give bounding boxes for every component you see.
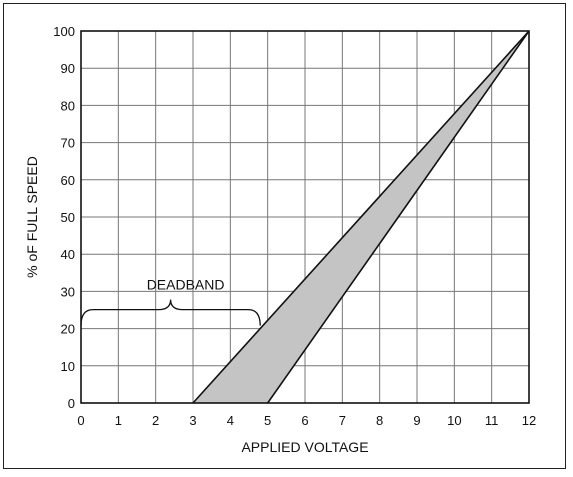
x-tick-label-9: 9	[413, 413, 420, 428]
y-tick-label-100: 100	[53, 24, 75, 39]
y-tick-label-60: 60	[61, 173, 75, 188]
deadband-brace	[80, 299, 261, 326]
x-tick-labels: 0 1 2 3 4 5 6 7 8 9 10 11 12	[77, 413, 536, 428]
x-tick-label-4: 4	[227, 413, 234, 428]
y-tick-label-30: 30	[61, 284, 75, 299]
x-tick-label-6: 6	[301, 413, 308, 428]
y-tick-label-10: 10	[61, 359, 75, 374]
x-tick-label-0: 0	[77, 413, 84, 428]
series-line-2	[267, 30, 530, 404]
y-tick-label-70: 70	[61, 136, 75, 151]
x-tick-label-11: 11	[485, 413, 499, 428]
y-tick-labels: 0 10 20 30 40 50 60 70 80 90 100	[53, 24, 75, 411]
x-tick-label-1: 1	[115, 413, 122, 428]
deadband-label: DEADBAND	[147, 277, 225, 293]
chart-frame	[3, 3, 566, 469]
x-tick-label-7: 7	[339, 413, 346, 428]
y-tick-label-20: 20	[61, 322, 75, 337]
x-tick-label-3: 3	[189, 413, 196, 428]
x-tick-label-10: 10	[447, 413, 461, 428]
deadband-annotation: DEADBAND	[80, 277, 261, 326]
x-tick-label-12: 12	[522, 413, 536, 428]
x-tick-label-2: 2	[152, 413, 159, 428]
y-tick-label-50: 50	[61, 210, 75, 225]
y-tick-label-80: 80	[61, 98, 75, 113]
series-lines	[192, 30, 530, 404]
x-tick-label-8: 8	[376, 413, 383, 428]
plot-area-border	[80, 30, 530, 404]
y-tick-label-40: 40	[61, 247, 75, 262]
x-axis-title: APPLIED VOLTAGE	[241, 439, 368, 455]
y-tick-label-90: 90	[61, 61, 75, 76]
y-axis-title: % oF FULL SPEED	[24, 156, 40, 278]
plot-border	[80, 30, 530, 404]
series-line-1	[192, 30, 530, 404]
x-tick-label-5: 5	[264, 413, 271, 428]
y-tick-label-0: 0	[68, 396, 75, 411]
